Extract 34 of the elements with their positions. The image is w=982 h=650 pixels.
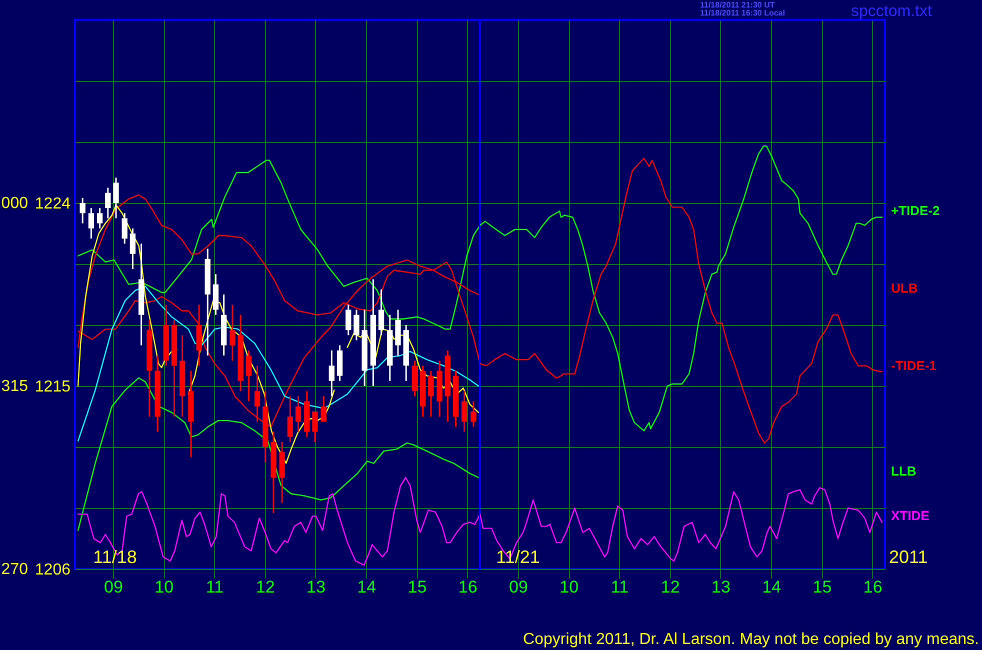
text: 2011 — [889, 547, 928, 567]
x-tick-label: 16 — [458, 578, 478, 596]
x-tick-label: 14 — [357, 578, 376, 596]
x-tick-label: 10 — [154, 578, 174, 596]
series-label: -TIDE-1 — [891, 358, 936, 373]
text: ULB — [891, 280, 918, 296]
y-tick-label: 1206 — [34, 562, 71, 578]
annotation: 11/21 — [496, 547, 540, 567]
x-tick-label: 16 — [863, 578, 882, 596]
x-tick-label: 11 — [610, 578, 629, 596]
series-label: +TIDE-2 — [891, 203, 940, 218]
x-tick-label: 09 — [509, 578, 528, 596]
x-tick-label: 15 — [812, 578, 832, 596]
annotation: 11/18 — [93, 547, 137, 567]
x-tick-label: 15 — [408, 578, 427, 596]
x-tick-label: 12 — [660, 578, 680, 596]
text: Copyright 2011, Dr. Al Larson. May not be copied by any means. — [523, 631, 979, 648]
y-tick-label: 1224 — [34, 196, 71, 212]
x-tick-label: 09 — [104, 578, 123, 596]
x-tick-label: 12 — [256, 578, 275, 596]
x-tick-label: 11 — [206, 578, 224, 596]
text: 315 — [1, 378, 28, 395]
text: LLB — [891, 464, 916, 478]
x-tick-label: 10 — [560, 578, 579, 596]
text: 270 — [1, 561, 28, 578]
text: 000 — [1, 195, 28, 212]
x-tick-label: 13 — [712, 578, 730, 596]
x-tick-label: 14 — [762, 578, 782, 596]
text: spcctom.txt — [851, 3, 932, 20]
text: 11/18/2011 16:30 Local — [700, 8, 785, 18]
series-label: XTIDE — [891, 508, 930, 524]
y-tick-label: 1215 — [34, 378, 71, 396]
x-tick-label: 13 — [306, 578, 326, 596]
text: 11/18/2011 21:30 UT — [700, 0, 775, 10]
